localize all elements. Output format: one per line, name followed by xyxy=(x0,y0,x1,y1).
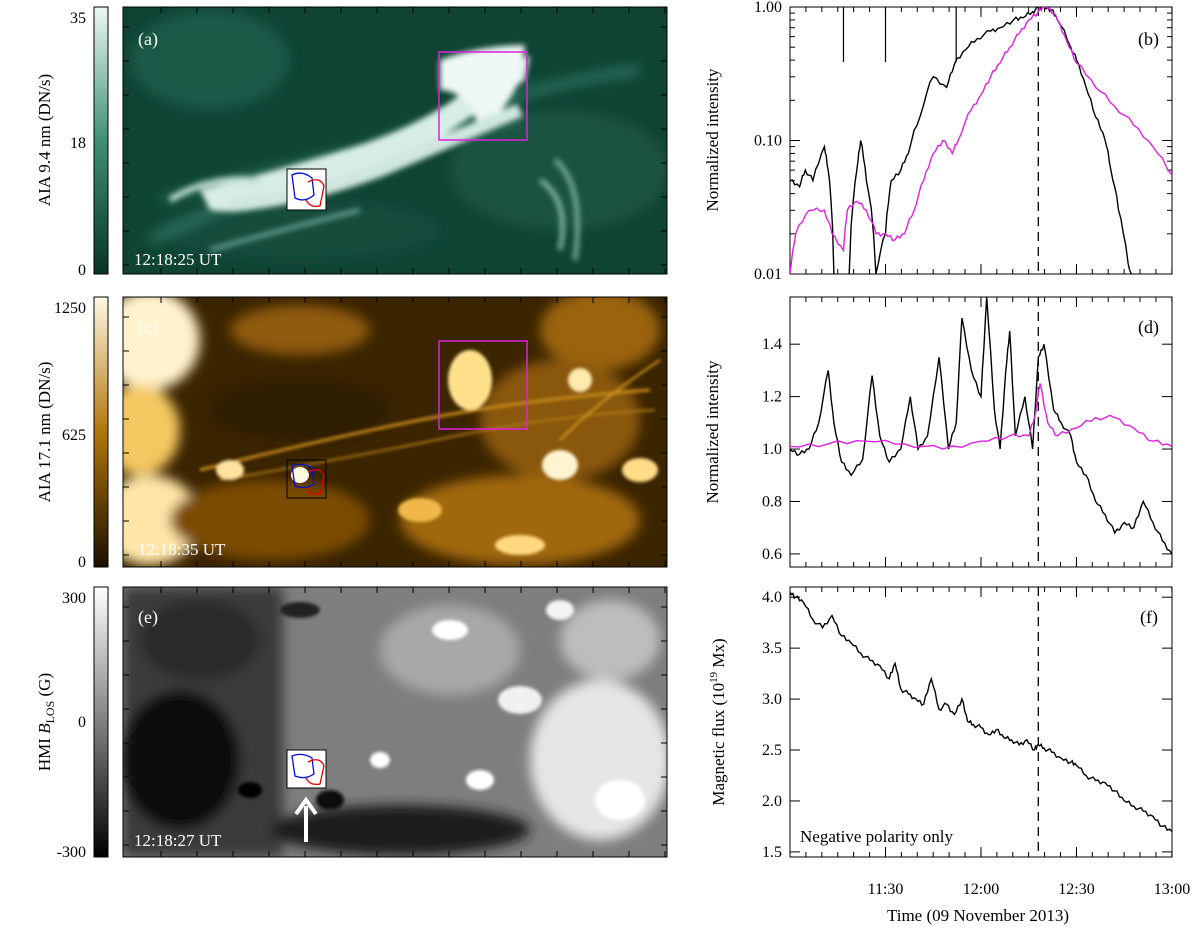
cbar-e-tick-top: 300 xyxy=(62,590,86,607)
plot-f-xtick-label: 11:30 xyxy=(868,881,904,898)
panel-c-image xyxy=(123,297,667,567)
cbar-c-tick-bottom: 0 xyxy=(78,554,86,571)
panel-c-magenta-box xyxy=(438,340,528,430)
plot-b: 1.00 0.10 0.01 xyxy=(754,0,1173,283)
panel-c-label: (c) xyxy=(138,317,158,338)
plot-d: 1.4 1.2 1.0 0.8 0.6 xyxy=(762,296,1173,568)
cbar-c-tick-top: 1250 xyxy=(54,300,86,317)
plot-d-series-black xyxy=(790,297,1172,555)
cbar-e-label-unit: (G) xyxy=(35,673,54,701)
plot-f-ylabel: Magnetic flux (1019 Mx) xyxy=(708,638,728,805)
panel-a-label: (a) xyxy=(138,29,158,50)
plot-f-ytick-label: 4.0 xyxy=(762,589,782,606)
plot-b-label: (b) xyxy=(1138,29,1159,50)
plot-f-ytick-label: 3.5 xyxy=(762,640,782,657)
plot-b-ylabel: Normalized intensity xyxy=(703,68,722,212)
plot-f-ylabel-unit: Mx) xyxy=(709,638,728,672)
plot-f-frame xyxy=(789,586,1173,858)
plot-f-xtick-label: 12:00 xyxy=(963,881,999,898)
plot-f-ytick-label: 1.5 xyxy=(762,844,782,861)
cbar-e-label-sub: LOS xyxy=(43,701,57,724)
plot-f-series-flux xyxy=(790,591,1172,833)
plot-b-frame xyxy=(789,6,1173,275)
cbar-e-tick-bottom: -300 xyxy=(57,844,86,861)
cbar-e-tick-mid: 0 xyxy=(78,714,86,731)
plot-f-annotation: Negative polarity only xyxy=(800,827,953,846)
panel-c-timestamp: 12:18:35 UT xyxy=(138,540,226,559)
plot-d-label: (d) xyxy=(1138,317,1159,338)
plot-f-ylabel-main: Magnetic flux (10 xyxy=(709,683,728,806)
plot-d-ytick-label: 0.6 xyxy=(762,546,782,563)
cbar-a-tick-mid: 18 xyxy=(70,135,86,152)
plot-d-ylabel: Normalized intensity xyxy=(703,360,722,504)
plot-f-xlabel: Time (09 November 2013) xyxy=(887,906,1069,925)
plot-b-series-magenta xyxy=(790,7,1172,274)
plot-f-ytick-label: 2.5 xyxy=(762,742,782,759)
cbar-a-tick-top: 35 xyxy=(70,10,86,27)
plot-d-ytick-label: 1.2 xyxy=(762,389,782,406)
panel-a-small-box xyxy=(286,168,327,211)
cbar-e-label-main: HMI xyxy=(35,734,54,771)
plot-b-series-black xyxy=(790,7,1132,274)
cbar-e-label-italic: B xyxy=(35,723,54,734)
plot-b-ytick-label: 0.01 xyxy=(754,266,782,283)
plot-d-ytick-label: 1.4 xyxy=(762,336,782,353)
panel-a-colorbar: 35 18 0 AIA 9.4 nm (DN/s) xyxy=(35,6,109,279)
plot-f-xtick-label: 13:00 xyxy=(1154,881,1190,898)
panel-e-colorbar: 300 0 -300 HMI BLOS (G) xyxy=(35,586,109,861)
panel-a-image xyxy=(123,7,667,274)
plot-d-ytick-label: 0.8 xyxy=(762,493,782,510)
image-frame-ticks xyxy=(123,7,667,857)
plot-d-frame xyxy=(789,296,1173,568)
panel-e-image xyxy=(123,587,667,857)
plot-b-ytick-label: 0.10 xyxy=(754,133,782,150)
plot-d-series-magenta xyxy=(790,383,1172,450)
plot-d-ytick-label: 1.0 xyxy=(762,441,782,458)
cbar-a-label: AIA 9.4 nm (DN/s) xyxy=(35,74,54,206)
cbar-e-label: HMI BLOS (G) xyxy=(35,673,57,771)
panel-e-label: (e) xyxy=(138,607,158,628)
panel-a-timestamp: 12:18:25 UT xyxy=(134,250,222,269)
plot-f-ylabel-sup: 19 xyxy=(708,671,720,683)
panel-e-arrow xyxy=(294,796,318,842)
plot-f: 4.0 3.5 3.0 2.5 2.0 1.5 11:30 12:00 12:30 13:00 xyxy=(762,586,1190,898)
plot-f-ytick-label: 3.0 xyxy=(762,691,782,708)
plot-b-ytick-label: 1.00 xyxy=(754,0,782,16)
cbar-c-label: AIA 17.1 nm (DN/s) xyxy=(35,362,54,503)
panel-c-small-box xyxy=(286,459,327,499)
panel-c-colorbar: 1250 625 0 AIA 17.1 nm (DN/s) xyxy=(35,296,109,571)
panel-a-magenta-box xyxy=(438,51,528,141)
panel-e-timestamp: 12:18:27 UT xyxy=(134,831,222,850)
plot-f-xtick-label: 12:30 xyxy=(1058,881,1094,898)
plot-f-ytick-label: 2.0 xyxy=(762,793,782,810)
plot-f-label: (f) xyxy=(1140,607,1158,628)
cbar-c-tick-mid: 625 xyxy=(62,427,86,444)
cbar-a-tick-bottom: 0 xyxy=(78,262,86,279)
